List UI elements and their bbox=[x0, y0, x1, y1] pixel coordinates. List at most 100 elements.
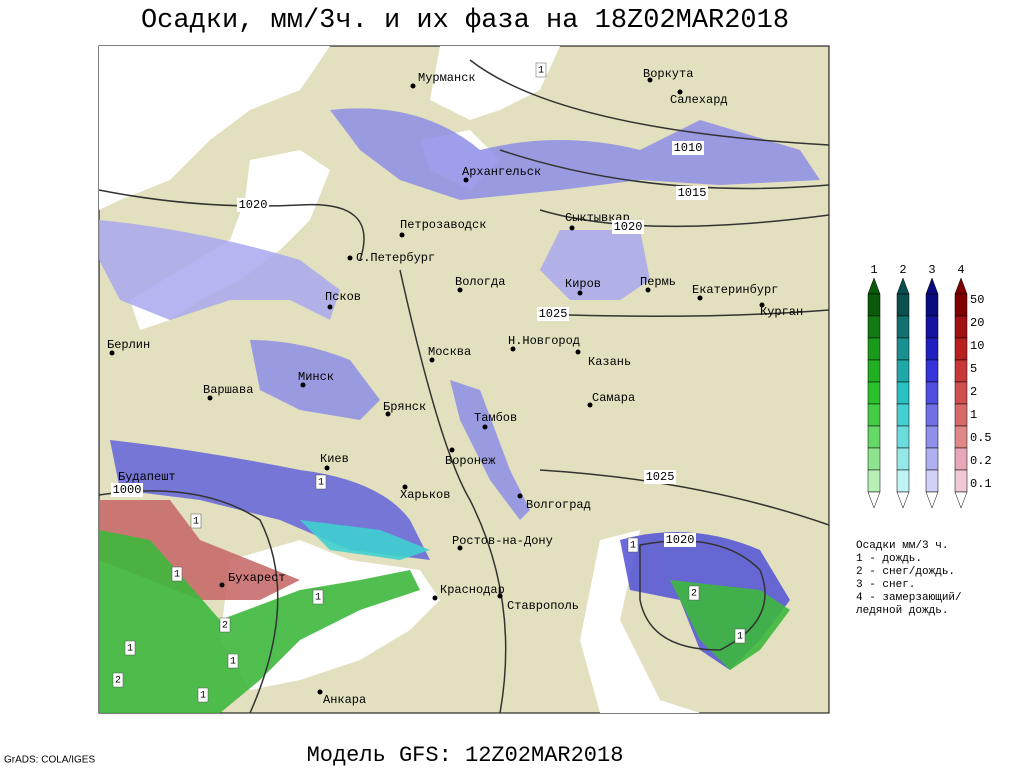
legend-swatch bbox=[925, 403, 939, 427]
city-label: Варшава bbox=[203, 383, 253, 397]
legend-note: 3 - снег. bbox=[856, 579, 915, 591]
city-label: Бухарест bbox=[228, 571, 286, 585]
white-sea bbox=[430, 46, 560, 120]
legend-swatch bbox=[954, 359, 968, 383]
isobar bbox=[539, 309, 830, 317]
legend-arrow-top bbox=[867, 277, 881, 295]
map-labels: Мурманск ВоркутаСалехардАрхангельскСыктыв… bbox=[107, 62, 803, 707]
city-label: Казань bbox=[588, 355, 631, 369]
legend-phase: 1 bbox=[870, 263, 877, 277]
legend-swatch bbox=[867, 293, 881, 317]
footer: Модель GFS: 12Z02MAR2018 bbox=[307, 743, 624, 768]
legend-swatch bbox=[867, 469, 881, 493]
isobar-label-bg bbox=[111, 483, 143, 497]
legend-swatch bbox=[896, 337, 910, 361]
city-label: Салехард bbox=[670, 93, 728, 107]
legend-swatch bbox=[896, 403, 910, 427]
isobar-label: 1020 bbox=[239, 198, 268, 212]
legend-swatch bbox=[954, 381, 968, 405]
precip-snow bbox=[450, 380, 530, 520]
legend-scale: 0.2 bbox=[970, 454, 992, 468]
legend-swatch bbox=[867, 337, 881, 361]
phase-marker-box bbox=[227, 653, 239, 669]
legend-swatch bbox=[896, 469, 910, 493]
phase-marker-box bbox=[535, 62, 547, 78]
legend-phase: 3 bbox=[928, 263, 935, 277]
isobar-label-bg bbox=[664, 533, 696, 547]
city-label: Тамбов bbox=[474, 411, 517, 425]
isobar bbox=[639, 540, 766, 651]
city-dot bbox=[410, 83, 416, 89]
phase-marker: 1 bbox=[200, 691, 206, 702]
city-dot bbox=[385, 411, 391, 417]
city-label: Мурманск bbox=[418, 71, 476, 85]
city-dot bbox=[677, 89, 683, 95]
legend-swatch bbox=[896, 381, 910, 405]
phase-marker-box bbox=[124, 640, 136, 656]
city-dot bbox=[497, 593, 503, 599]
legend-scale: 50 bbox=[970, 293, 984, 307]
legend-swatch bbox=[925, 447, 939, 471]
legend-note: 1 - дождь. bbox=[856, 553, 922, 565]
legend-swatch bbox=[896, 447, 910, 471]
city-dot bbox=[647, 77, 653, 83]
legend-scale: 5 bbox=[970, 362, 977, 376]
city-dot bbox=[759, 302, 765, 308]
legend-note: Осадки мм/3 ч. bbox=[856, 540, 948, 552]
precip-rain bbox=[670, 580, 790, 670]
legend-swatch bbox=[867, 447, 881, 471]
city-label: Киров bbox=[565, 277, 601, 291]
city-dot bbox=[327, 304, 333, 310]
isobar bbox=[539, 469, 830, 526]
isobar-lines bbox=[98, 59, 830, 714]
legend-swatch bbox=[867, 359, 881, 383]
city-dot bbox=[300, 382, 306, 388]
isobar-label: 1015 bbox=[678, 186, 707, 200]
legend-arrow-top bbox=[896, 277, 910, 295]
legend-swatch bbox=[867, 425, 881, 449]
city-dot bbox=[482, 424, 488, 430]
phase-marker: 1 bbox=[315, 593, 321, 604]
city-label: Волгоград bbox=[526, 498, 591, 512]
legend-phase: 2 bbox=[899, 263, 906, 277]
legend-swatch bbox=[925, 469, 939, 493]
phase-marker-box bbox=[112, 672, 124, 688]
phase-marker: 1 bbox=[174, 570, 180, 581]
city-label: Петрозаводск bbox=[400, 218, 486, 232]
city-dot bbox=[109, 350, 115, 356]
city-label: Краснодар bbox=[440, 583, 505, 597]
city-dot bbox=[697, 295, 703, 301]
city-dot bbox=[587, 402, 593, 408]
city-label: Киев bbox=[320, 452, 349, 466]
precip-mixed bbox=[300, 520, 430, 560]
legend-swatch bbox=[867, 381, 881, 405]
legend-swatch bbox=[896, 293, 910, 317]
city-label: Воронеж bbox=[445, 454, 496, 468]
isobar-label: 1020 bbox=[666, 533, 695, 547]
city-dot bbox=[575, 349, 581, 355]
phase-marker: 2 bbox=[222, 621, 228, 632]
city-dot bbox=[219, 582, 225, 588]
city-label: С.Петербург bbox=[356, 251, 435, 265]
legend-scale: 10 bbox=[970, 339, 984, 353]
city-label: Ставрополь bbox=[507, 599, 579, 613]
legend-scale: 0.5 bbox=[970, 431, 992, 445]
city-dot bbox=[457, 545, 463, 551]
legend-note: ледяной дождь. bbox=[856, 605, 948, 617]
city-label: Вологда bbox=[455, 275, 505, 289]
city-label: Н.Новгород bbox=[508, 334, 580, 348]
legend-arrow-top bbox=[954, 277, 968, 295]
phase-marker-box bbox=[171, 566, 183, 582]
city-label: Харьков bbox=[400, 488, 450, 502]
legend-scale: 20 bbox=[970, 316, 984, 330]
isobar-label: 1020 bbox=[614, 220, 643, 234]
legend-swatch bbox=[954, 403, 968, 427]
city-dot bbox=[457, 287, 463, 293]
city-label: Москва bbox=[428, 345, 471, 359]
sea bbox=[99, 46, 330, 210]
precip-snow bbox=[99, 220, 340, 320]
legend-swatch bbox=[954, 315, 968, 339]
legend-arrow-bottom bbox=[896, 491, 910, 509]
legend-swatch bbox=[867, 315, 881, 339]
